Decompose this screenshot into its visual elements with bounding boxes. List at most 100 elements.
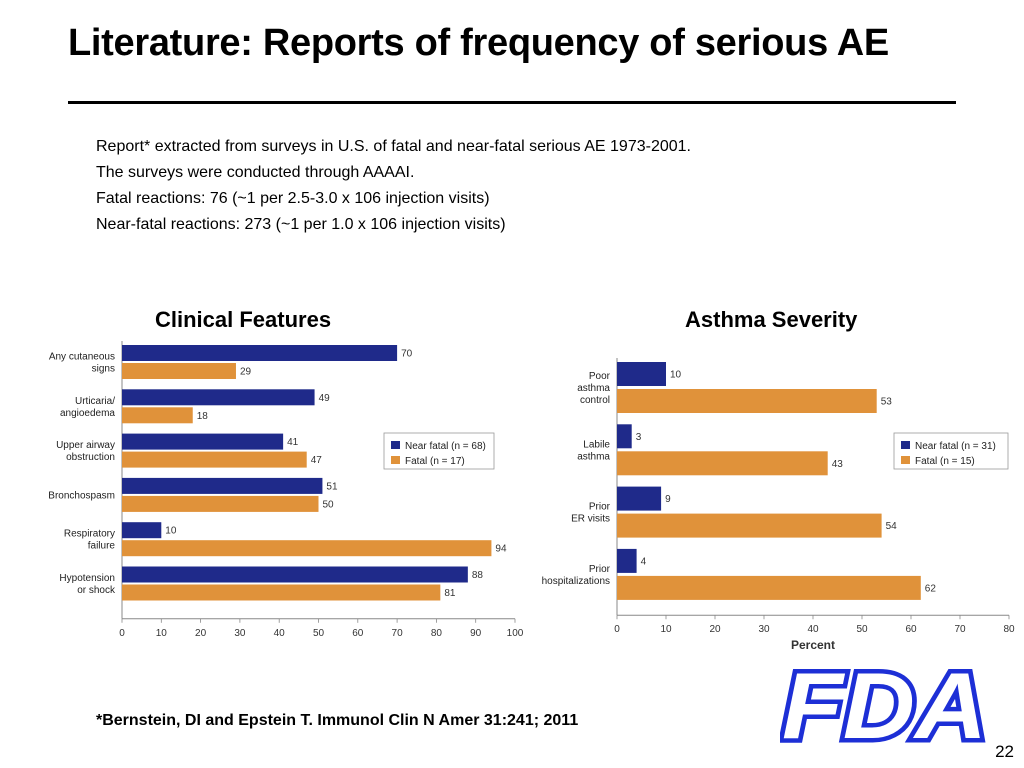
bar-near-fatal (617, 548, 637, 573)
x-tick-label: 60 (905, 624, 917, 635)
x-tick-label: 80 (431, 628, 443, 639)
data-label: 43 (832, 459, 844, 470)
category-label: Respiratory (64, 529, 115, 540)
data-label: 50 (323, 499, 335, 510)
x-tick-label: 60 (352, 628, 364, 639)
bar-fatal (122, 407, 193, 424)
category-label: Labile (583, 439, 610, 450)
x-tick-label: 50 (856, 624, 868, 635)
legend-swatch-near-fatal (391, 441, 400, 449)
intro-text: Report* extracted from surveys in U.S. o… (96, 134, 691, 238)
bar-fatal (122, 584, 441, 601)
legend-swatch-fatal (901, 456, 910, 464)
category-label: asthma (577, 383, 610, 394)
data-label: 81 (444, 588, 456, 599)
bar-fatal (617, 389, 877, 413)
category-label: Hypotension (59, 573, 115, 584)
data-label: 3 (636, 432, 642, 443)
legend-swatch-near-fatal (901, 441, 910, 449)
category-label: control (580, 395, 610, 406)
x-tick-label: 70 (954, 624, 966, 635)
slide-title: Literature: Reports of frequency of seri… (68, 22, 889, 64)
bar-near-fatal (122, 566, 468, 583)
data-label: 62 (925, 583, 937, 594)
legend-label-near-fatal: Near fatal (n = 68) (405, 441, 486, 452)
legend-box (893, 432, 1009, 470)
bar-fatal (122, 495, 319, 512)
legend-swatch-fatal (391, 456, 400, 464)
bar-near-fatal (122, 477, 323, 494)
data-label: 18 (197, 411, 209, 422)
data-label: 54 (886, 521, 898, 532)
data-label: 10 (670, 370, 682, 381)
data-label: 88 (472, 570, 484, 581)
category-label: Any cutaneous (49, 352, 115, 363)
fda-logo: FDA (780, 660, 990, 745)
bar-near-fatal (617, 362, 666, 386)
x-tick-label: 20 (709, 624, 721, 635)
bar-near-fatal (617, 486, 662, 511)
bar-near-fatal (122, 522, 162, 539)
category-label: or shock (77, 585, 116, 596)
bar-fatal (122, 540, 492, 557)
data-label: 4 (641, 556, 647, 567)
category-label: Bronchospasm (48, 490, 115, 501)
category-label: Prior (589, 564, 611, 575)
data-label: 51 (326, 481, 338, 492)
page-number: 22 (995, 742, 1014, 761)
legend-box (383, 432, 495, 470)
x-tick-label: 0 (614, 624, 620, 635)
legend-label-fatal: Fatal (n = 17) (405, 456, 465, 467)
x-tick-label: 70 (392, 628, 404, 639)
category-label: Poor (589, 371, 611, 382)
x-tick-label: 30 (758, 624, 770, 635)
bar-fatal (122, 451, 307, 468)
category-label: signs (92, 364, 115, 375)
category-label: hospitalizations (542, 576, 610, 587)
x-tick-label: 50 (313, 628, 325, 639)
category-label: Upper airway (56, 440, 115, 451)
bar-near-fatal (122, 433, 284, 450)
x-tick-label: 90 (470, 628, 482, 639)
x-tick-label: 10 (660, 624, 672, 635)
legend-label-fatal: Fatal (n = 15) (915, 456, 975, 467)
category-label: failure (88, 541, 116, 552)
bar-fatal (617, 513, 882, 538)
intro-line: Report* extracted from surveys in U.S. o… (96, 138, 691, 155)
category-label: Urticaria/ (75, 396, 115, 407)
citation: *Bernstein, DI and Epstein T. Immunol Cl… (96, 712, 579, 729)
intro-line: Near-fatal reactions: 273 (~1 per 1.0 x … (96, 216, 506, 233)
intro-line: Fatal reactions: 76 (~1 per 2.5-3.0 x 10… (96, 190, 490, 207)
data-label: 53 (881, 397, 893, 408)
title-divider (68, 101, 956, 104)
data-label: 49 (319, 393, 331, 404)
category-label: angioedema (60, 408, 115, 419)
bar-fatal (617, 575, 921, 600)
bar-fatal (617, 451, 828, 476)
chart-title-asthma-severity: Asthma Severity (685, 307, 858, 332)
x-axis-label: Percent (791, 638, 835, 652)
x-tick-label: 0 (119, 628, 125, 639)
bar-fatal (122, 363, 236, 379)
x-tick-label: 80 (1003, 624, 1015, 635)
x-tick-label: 40 (807, 624, 819, 635)
data-label: 41 (287, 437, 299, 448)
legend-label-near-fatal: Near fatal (n = 31) (915, 441, 996, 452)
category-label: ER visits (571, 514, 610, 525)
x-tick-label: 30 (234, 628, 246, 639)
data-label: 10 (165, 526, 177, 537)
x-tick-label: 100 (507, 628, 524, 639)
chart-title-clinical-features: Clinical Features (155, 307, 332, 332)
intro-line: The surveys were conducted through AAAAI… (96, 164, 415, 181)
data-label: 70 (401, 349, 413, 360)
x-tick-label: 40 (274, 628, 286, 639)
data-label: 47 (311, 455, 323, 466)
data-label: 29 (240, 367, 252, 378)
bar-near-fatal (617, 424, 632, 449)
x-tick-label: 20 (195, 628, 207, 639)
x-tick-label: 10 (156, 628, 168, 639)
category-label: Prior (589, 502, 611, 513)
category-label: obstruction (66, 452, 115, 463)
